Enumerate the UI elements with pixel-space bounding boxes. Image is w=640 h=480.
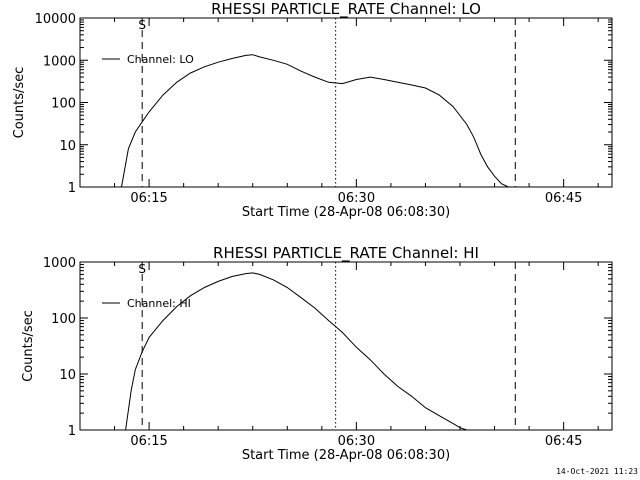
panel2-y-tick-label: 10 — [59, 368, 76, 383]
panel1-y-tick-label: 1 — [68, 181, 76, 196]
panel2-legend-label: Channel: HI — [127, 297, 191, 310]
panel1-y-tick-label: 10000 — [35, 12, 76, 27]
panel2-y-tick-label: 100 — [51, 312, 76, 327]
panel2-x-axis-label: Start Time (28-Apr-08 06:08:30) — [242, 448, 450, 463]
panel1-series-line — [121, 54, 509, 188]
panel2-x-tick-label: 06:30 — [338, 434, 375, 449]
panel2-title: RHESSI PARTICLE_RATE Channel: HI — [213, 244, 479, 263]
panel1-y-tick-label: 100 — [51, 97, 76, 112]
panel1-marker-letter: S — [138, 18, 146, 32]
panel1-x-tick-label: 06:30 — [338, 191, 375, 206]
panel2-series-line — [125, 272, 468, 431]
panel1-x-tick-label: 06:45 — [545, 191, 582, 206]
panel1-y-axis-label: Counts/sec — [12, 67, 27, 139]
panel2-marker-letter: S — [138, 262, 146, 276]
panel1-title: RHESSI PARTICLE_RATE Channel: LO — [211, 0, 481, 19]
panel1-x-axis-label: Start Time (28-Apr-08 06:08:30) — [242, 205, 450, 220]
panel2-y-tick-label: 1 — [68, 424, 76, 439]
panel1-y-tick-label: 1000 — [43, 54, 76, 69]
panel1-legend-label: Channel: LO — [127, 53, 194, 66]
panel2-y-tick-label: 1000 — [43, 256, 76, 271]
panel2-y-axis-label: Counts/sec — [21, 310, 36, 382]
panel2-plot-frame — [79, 261, 613, 431]
panel1-y-tick-label: 10 — [59, 139, 76, 154]
panel2-x-tick-label: 06:45 — [545, 434, 582, 449]
panel1-x-tick-label: 06:15 — [130, 191, 167, 206]
panel1-plot-frame — [79, 17, 613, 188]
footer-timestamp: 14-Oct-2021 11:23 — [556, 467, 638, 476]
panel2-x-tick-label: 06:15 — [130, 434, 167, 449]
